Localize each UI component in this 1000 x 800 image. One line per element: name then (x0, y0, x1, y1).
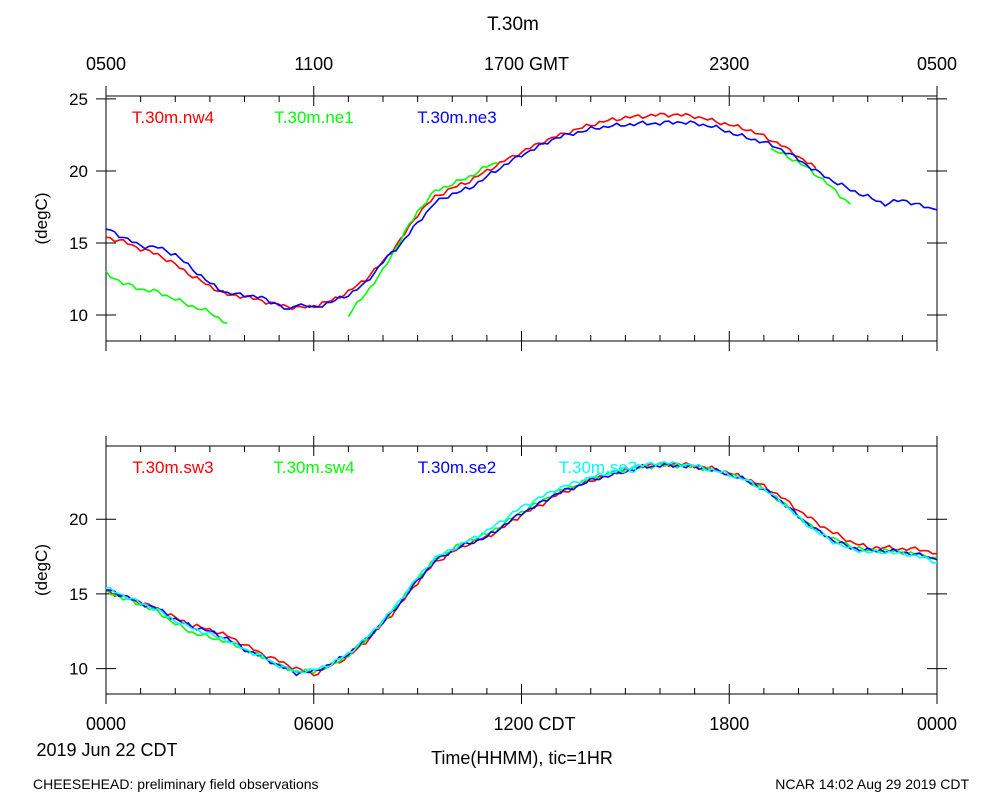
legend-entry: T.30m.nw4 (132, 108, 214, 127)
y-tick-label: 10 (69, 306, 88, 325)
plot-frame (105, 445, 938, 695)
y-axis-label: (degC) (32, 193, 51, 245)
y-tick-label: 15 (69, 234, 88, 253)
series-line-t-30m-ne3 (105, 120, 938, 310)
bottom-axis-label: 0600 (294, 714, 334, 734)
series-line-t-30m-se2 (105, 463, 938, 677)
legend-entry: T.30m.ne1 (274, 108, 353, 127)
bottom-axis-label: 0000 (86, 714, 126, 734)
upper-panel: 10 15 20 25 (degC) T.30m.nw4 T.30m.ne1 T.30m.ne… (32, 86, 947, 351)
x-axis-title: Time(HHMM), tic=1HR (431, 748, 613, 768)
legend-entry: T.30m.sw3 (132, 458, 213, 477)
top-axis-label: 0500 (917, 54, 957, 74)
top-axis-label: 2300 (709, 54, 749, 74)
footer-generated-stamp: NCAR 14:02 Aug 29 2019 CDT (775, 776, 969, 792)
y-tick-label: 20 (69, 162, 88, 181)
top-axis-label: 1700 GMT (484, 54, 569, 74)
plot-frame (105, 95, 938, 342)
series-line-t-30m-nw4 (105, 112, 817, 311)
top-axis-label: 0500 (86, 54, 126, 74)
series-line-t-30m-se3 (105, 461, 938, 674)
date-label: 2019 Jun 22 CDT (36, 740, 177, 760)
y-tick-label: 15 (69, 585, 88, 604)
series-line-t-30m-ne1 (105, 147, 851, 325)
legend-entry: T.30m.sw4 (273, 458, 354, 477)
y-tick-label: 10 (69, 660, 88, 679)
bottom-axis-label: 1800 (709, 714, 749, 734)
bottom-axis-label: 1200 CDT (493, 714, 575, 734)
figure-title: T.30m (487, 14, 539, 35)
top-axis-label: 1100 (294, 54, 333, 74)
footer-project-note: CHEESEHEAD: preliminary field observatio… (33, 776, 319, 792)
bottom-time-axis-cdt: 0000 0600 1200 CDT 1800 0000 (86, 714, 957, 734)
series-line-t-30m-sw3 (105, 461, 938, 677)
legend-entry: T.30m.se2 (418, 458, 496, 477)
y-axis-label: (degC) (32, 544, 51, 596)
legend-entry: T.30m.ne3 (417, 108, 496, 127)
lower-panel: 10 15 20 (degC) T.30m.sw3 T.30m.sw4 T.30m.se2 T… (32, 436, 947, 704)
y-tick-label: 20 (69, 510, 88, 529)
top-time-axis-gmt: 0500 1100 1700 GMT 2300 0500 (86, 54, 957, 74)
legend-entry: T.30m.se3 (559, 458, 637, 477)
y-tick-label: 25 (69, 90, 88, 109)
bottom-axis-label: 0000 (917, 714, 957, 734)
